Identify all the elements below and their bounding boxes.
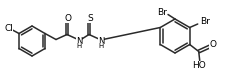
Text: Cl: Cl xyxy=(4,23,13,33)
Text: HO: HO xyxy=(192,61,206,70)
Text: O: O xyxy=(65,14,72,23)
Text: Br: Br xyxy=(157,7,167,17)
Text: H: H xyxy=(76,43,82,49)
Text: N: N xyxy=(98,37,104,46)
Text: Br: Br xyxy=(200,17,210,26)
Text: O: O xyxy=(209,40,216,49)
Text: S: S xyxy=(87,14,93,23)
Text: H: H xyxy=(98,43,104,49)
Text: N: N xyxy=(76,37,82,46)
